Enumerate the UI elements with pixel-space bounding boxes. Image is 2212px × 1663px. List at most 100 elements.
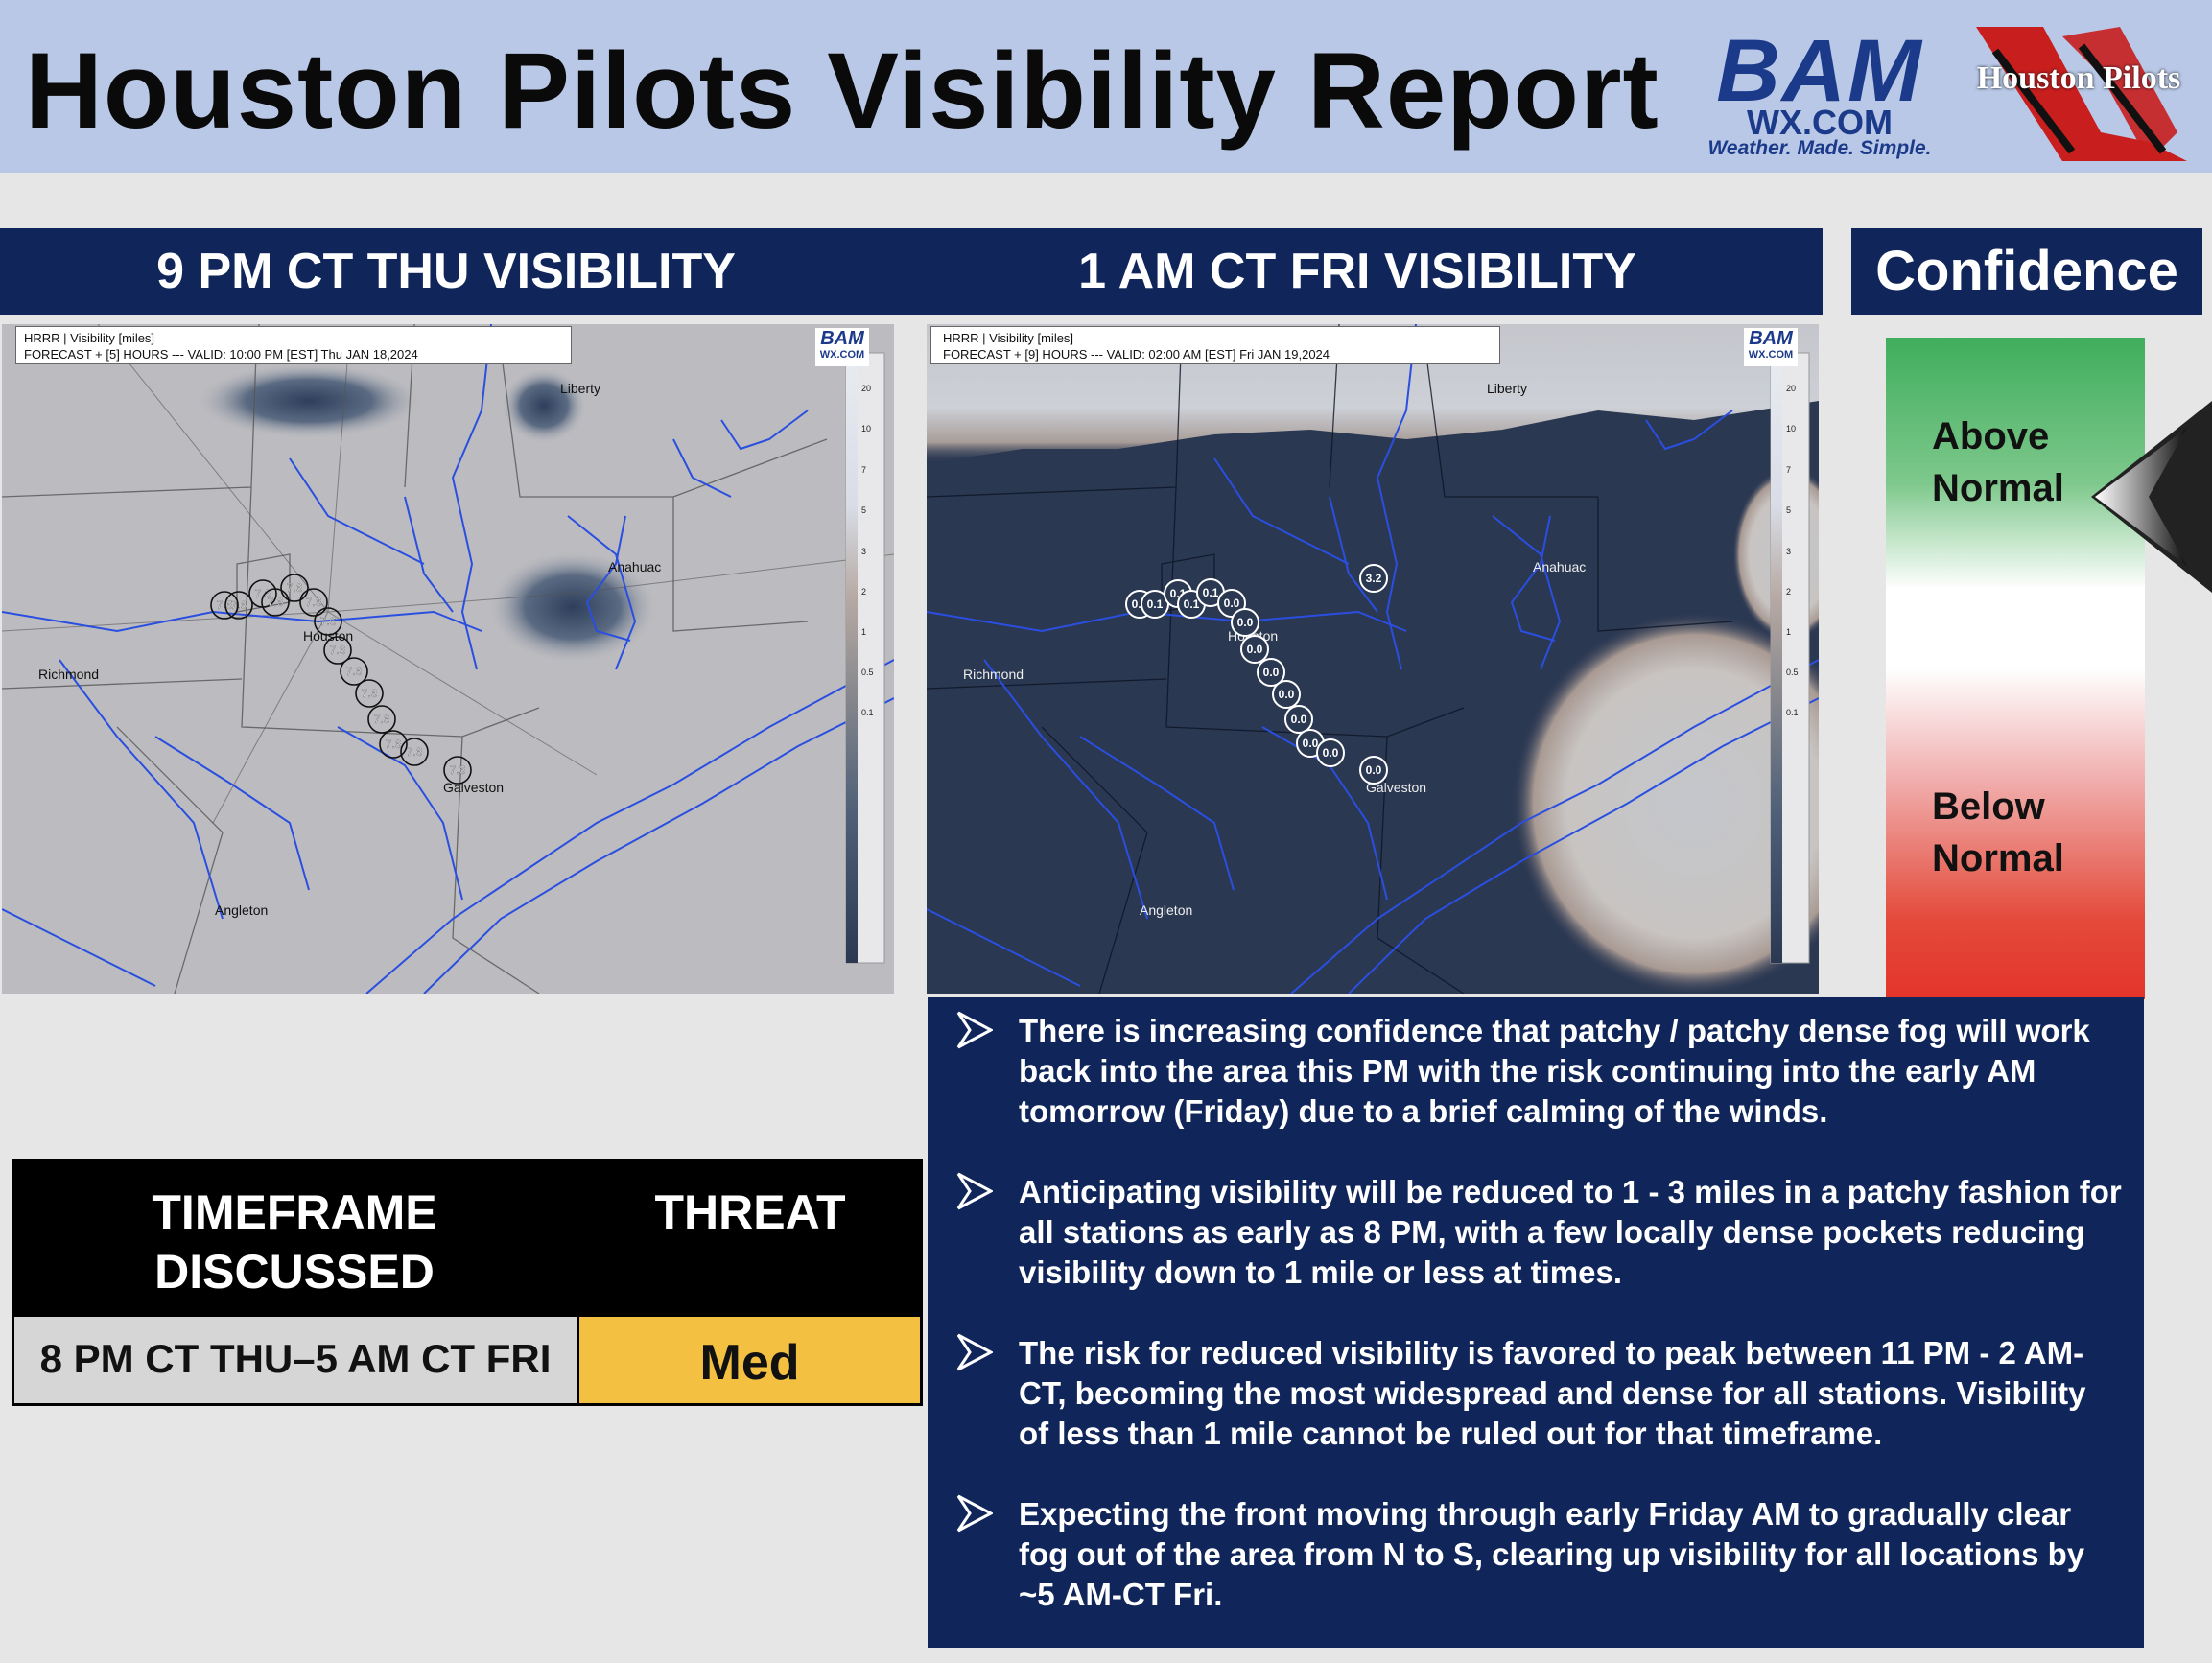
panel-title-left: 9 PM CT THU VISIBILITY — [0, 228, 892, 315]
colorbar-2: 20 10 7 5 3 2 1 0.5 0.1 — [1771, 353, 1809, 963]
station-value: 7.6 — [320, 615, 337, 628]
station-value: 0.0 — [1247, 643, 1263, 656]
map1-canvas: Liberty Anahuac Houston Richmond Galvest… — [2, 324, 894, 994]
map2-header-line2: FORECAST + [9] HOURS --- VALID: 02:00 AM… — [943, 346, 1488, 363]
station-value: 0.0 — [1224, 597, 1240, 610]
station-value: 3.2 — [1366, 572, 1382, 585]
station-value: 7.6 — [346, 665, 363, 678]
map2-canvas: Liberty Anahuac Houston Richmond Galvest… — [927, 324, 1819, 994]
map2-header-line1: HRRR | Visibility [miles] — [943, 330, 1488, 346]
colorbar-tick-label: 3 — [861, 547, 866, 556]
map2-logo-top: BAM — [1744, 328, 1798, 349]
city-anahuac-2: Anahuac — [1533, 559, 1586, 574]
city-liberty-2: Liberty — [1487, 381, 1527, 396]
station-value: 0.0 — [1303, 737, 1319, 750]
table-header-threat-text: THREAT — [577, 1183, 923, 1241]
colorbar: 20 10 7 5 3 2 1 0.5 0.1 — [846, 353, 884, 963]
map1-logo: BAM WX.COM — [815, 328, 869, 366]
panel-title-right: Confidence — [1851, 228, 2202, 315]
timeframe-value: 8 PM CT THU–5 AM CT FRI — [40, 1336, 552, 1381]
bullet-text: The risk for reduced visibility is favor… — [1019, 1333, 2122, 1454]
page-title: Houston Pilots Visibility Report — [25, 29, 1659, 152]
city-richmond: Richmond — [38, 667, 99, 682]
colorbar-tick-label: 2 — [861, 587, 866, 597]
map2-logo: BAM WX.COM — [1744, 328, 1798, 366]
chevron-right-icon — [954, 1172, 993, 1210]
station-value: 7.6 — [231, 598, 247, 612]
city-richmond-2: Richmond — [963, 667, 1024, 682]
station-value: 7.6 — [407, 745, 423, 759]
rivers — [2, 324, 894, 994]
colorbar-tick-label: 1 — [1786, 627, 1791, 637]
confidence-indicator-arrow-icon — [2082, 401, 2212, 593]
map1-header-line1: HRRR | Visibility [miles] — [24, 330, 563, 346]
colorbar-tick-label: 10 — [1786, 424, 1796, 433]
station-value: 0.0 — [1366, 763, 1382, 777]
station-value: 0.1 — [1184, 597, 1200, 611]
bullet-text: There is increasing confidence that patc… — [1019, 1011, 2122, 1132]
map1-logo-top: BAM — [815, 328, 869, 349]
station-value: 7.6 — [287, 581, 303, 595]
colorbar-tick-label: 7 — [861, 465, 866, 475]
station-value: 7.6 — [362, 687, 378, 700]
colorbar-tick-label: 2 — [1786, 587, 1791, 597]
map1-logo-bottom: WX.COM — [815, 349, 869, 361]
panel-title-middle-text: 1 AM CT FRI VISIBILITY — [892, 228, 1823, 315]
table-cell-threat: Med — [577, 1314, 923, 1406]
station-value: 7.6 — [268, 596, 284, 609]
station-value: 0.0 — [1323, 746, 1339, 760]
colorbar-tick-label: 20 — [1786, 384, 1796, 393]
station-value: 0.1 — [1147, 597, 1164, 611]
confidence-below: Below Normal — [1932, 781, 2064, 884]
station-markers: 7.67.67.67.67.67.67.67.67.67.67.67.67.67… — [211, 574, 471, 784]
visibility-map-1am: Liberty Anahuac Houston Richmond Galvest… — [927, 324, 1819, 994]
station-value: 0.0 — [1279, 688, 1295, 701]
colorbar-tick-label: 0.1 — [861, 708, 874, 717]
table-header-threat: THREAT — [577, 1159, 923, 1314]
pilots-logo-text: Houston Pilots — [1957, 60, 2200, 97]
city-liberty: Liberty — [560, 381, 600, 396]
confidence-above-line1: Above — [1932, 410, 2064, 462]
station-value: 0.0 — [1263, 666, 1280, 679]
station-value: 7.6 — [450, 763, 466, 777]
table-cell-timeframe: 8 PM CT THU–5 AM CT FRI — [12, 1314, 579, 1406]
table-header-timeframe-line2: DISCUSSED — [12, 1243, 577, 1300]
colorbar-tick-label: 10 — [861, 424, 871, 433]
station-value: 0.0 — [1237, 616, 1254, 629]
panel-title-left-text: 9 PM CT THU VISIBILITY — [0, 228, 892, 315]
basm-logo: BAM WX.COM Weather. Made. Simple. — [1690, 17, 1949, 161]
threat-table: TIMEFRAME DISCUSSED THREAT 8 PM CT THU–5… — [12, 1159, 923, 1406]
panel-title-middle: 1 AM CT FRI VISIBILITY — [892, 228, 1823, 315]
station-value: 0.0 — [1291, 713, 1307, 726]
fog-patch — [501, 367, 587, 444]
colorbar-tick-label: 0.1 — [1786, 708, 1799, 717]
table-header-timeframe: TIMEFRAME DISCUSSED — [12, 1159, 577, 1314]
colorbar-tick-label: 20 — [861, 384, 871, 393]
panel-title-right-text: Confidence — [1851, 228, 2202, 315]
basm-logo-domain: WX.COM — [1690, 105, 1949, 140]
colorbar-tick-label: 1 — [861, 627, 866, 637]
city-angleton-2: Angleton — [1140, 902, 1192, 918]
map2-header-box: HRRR | Visibility [miles] FORECAST + [9]… — [930, 326, 1500, 364]
confidence-below-line2: Normal — [1932, 832, 2064, 884]
highways — [2, 324, 894, 823]
station-value: 7.6 — [386, 738, 402, 751]
bullet-text: Anticipating visibility will be reduced … — [1019, 1172, 2122, 1293]
basm-logo-tagline: Weather. Made. Simple. — [1690, 138, 1949, 159]
table-header-timeframe-line1: TIMEFRAME — [12, 1183, 577, 1241]
station-value: 0.1 — [1203, 586, 1219, 599]
city-angleton: Angleton — [215, 902, 268, 918]
map2-logo-bottom: WX.COM — [1744, 349, 1798, 361]
bullet-text: Expecting the front moving through early… — [1019, 1494, 2122, 1615]
chevron-right-icon — [954, 1011, 993, 1049]
station-value: 7.6 — [306, 596, 322, 609]
map1-header-line2: FORECAST + [5] HOURS --- VALID: 10:00 PM… — [24, 346, 563, 363]
confidence-above-line2: Normal — [1932, 462, 2064, 514]
confidence-above: Above Normal — [1932, 410, 2064, 514]
visibility-map-9pm: Liberty Anahuac Houston Richmond Galvest… — [2, 324, 894, 994]
county-lines — [2, 324, 827, 994]
station-value: 7.6 — [330, 644, 346, 657]
colorbar-tick-label: 5 — [1786, 505, 1791, 515]
confidence-below-line1: Below — [1932, 781, 2064, 832]
colorbar-tick-label: 3 — [1786, 547, 1791, 556]
